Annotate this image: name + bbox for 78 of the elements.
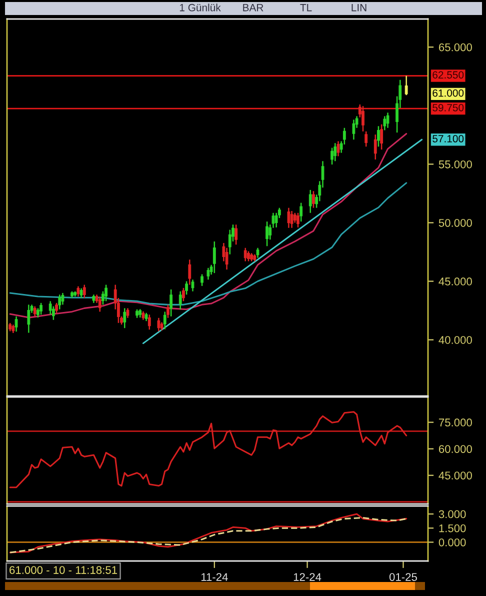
candlestick xyxy=(330,147,334,166)
candlestick xyxy=(364,130,368,148)
candlestick xyxy=(55,302,58,314)
candlestick xyxy=(27,304,30,334)
candlestick xyxy=(336,140,340,157)
candlestick xyxy=(188,258,192,286)
candlestick xyxy=(76,286,80,298)
candlestick xyxy=(126,308,130,319)
candlestick xyxy=(82,284,86,299)
x-tick-label: 01-25 xyxy=(389,573,417,581)
candlestick xyxy=(206,267,210,280)
text: 61.000 - 10 - 11:18:51 xyxy=(10,566,117,574)
candlestick xyxy=(234,224,238,246)
y-tick-label: 65.000 xyxy=(438,43,472,52)
candlestick xyxy=(166,304,170,319)
line-series xyxy=(9,182,408,306)
candlestick xyxy=(383,116,386,131)
candlestick xyxy=(342,127,346,146)
candlestick xyxy=(290,210,294,228)
y-tick-label: 50.000 xyxy=(438,218,472,227)
candlestick xyxy=(300,202,303,222)
candlestick xyxy=(33,306,36,318)
candlestick xyxy=(185,280,188,296)
candlestick xyxy=(178,290,182,310)
candlestick xyxy=(293,212,296,224)
candlestick xyxy=(40,302,43,316)
y-tick-label: 75.000 xyxy=(438,418,472,426)
candlestick xyxy=(386,112,390,129)
candlestick xyxy=(80,288,83,299)
annotation: 61.000 xyxy=(432,89,464,97)
candlestick xyxy=(61,292,64,306)
candlestick xyxy=(244,247,247,262)
candlestick xyxy=(163,311,166,330)
text: TL xyxy=(300,4,312,12)
candlestick xyxy=(352,119,356,140)
candlestick xyxy=(14,316,18,332)
y-tick-label: 0.000 xyxy=(438,538,466,546)
x-tick-label: 12-24 xyxy=(294,573,322,581)
candlestick xyxy=(256,247,260,258)
candlestick xyxy=(98,296,102,312)
candlestick xyxy=(170,288,173,318)
y-tick-label: 45.000 xyxy=(438,472,472,480)
annotation: 57.100 xyxy=(432,135,464,142)
y-tick-label: 60.000 xyxy=(438,445,472,453)
candlestick xyxy=(104,284,108,302)
ref-line-label: 62.550 xyxy=(432,71,464,79)
candlestick xyxy=(225,247,228,270)
y-tick-label: 45.000 xyxy=(438,278,472,286)
candlestick xyxy=(287,207,290,228)
candlestick xyxy=(377,126,380,148)
candlestick xyxy=(148,314,151,330)
candlestick xyxy=(334,142,337,162)
x-tick-label: 11-24 xyxy=(201,573,228,581)
text: BAR xyxy=(243,4,264,12)
text: LIN xyxy=(352,4,366,12)
candlestick xyxy=(212,240,216,274)
candlestick xyxy=(247,250,250,262)
candlestick xyxy=(312,190,315,208)
candlestick xyxy=(266,220,268,247)
candlestick xyxy=(274,212,278,228)
candlestick xyxy=(296,212,300,228)
candlestick xyxy=(404,75,408,96)
candlestick xyxy=(123,308,126,329)
candlestick xyxy=(182,287,185,302)
line-series xyxy=(9,411,408,488)
text: 1 Günlük xyxy=(180,4,221,12)
ref-line-label: 59.750 xyxy=(432,104,464,112)
candlestick xyxy=(191,278,194,292)
candlestick xyxy=(374,134,377,160)
candlestick xyxy=(157,317,160,332)
y-tick-label: 1.500 xyxy=(439,524,466,532)
y-tick-label: 55.000 xyxy=(438,160,472,168)
y-tick-label: 3.000 xyxy=(438,510,466,518)
y-tick-label: 40.000 xyxy=(438,336,472,344)
candlestick xyxy=(200,274,204,287)
candlestick xyxy=(308,189,312,214)
candlestick xyxy=(58,294,62,310)
candlestick xyxy=(380,124,384,150)
